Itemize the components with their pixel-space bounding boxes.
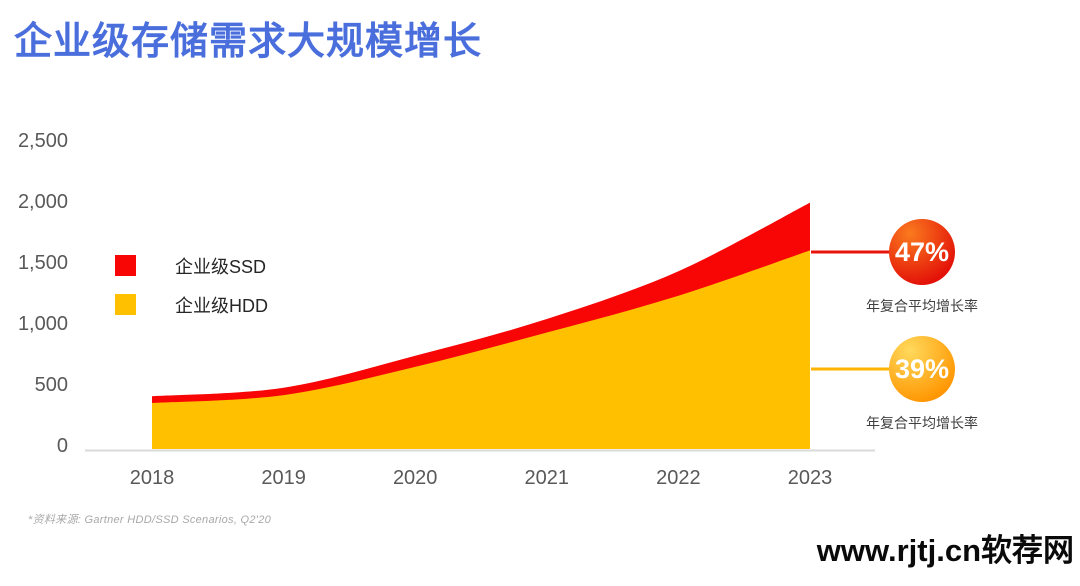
hdd-cagr-value: 39% <box>894 353 950 384</box>
watermark: www.rjtj.cn软荐网 <box>816 533 1074 568</box>
x-tick-label: 2022 <box>656 467 701 489</box>
legend-swatch-ssd <box>115 255 136 276</box>
y-tick-label: 2,000 <box>17 191 68 213</box>
hdd-cagr-label: 年复合平均增长率 <box>866 415 978 431</box>
hdd-cagr-badge: 39% <box>889 336 955 402</box>
source-note: *资料来源: Gartner HDD/SSD Scenarios, Q2'20 <box>28 514 272 526</box>
x-tick-label: 2023 <box>787 467 833 489</box>
ssd-cagr-value: 47% <box>894 236 950 267</box>
page-title: 企业级存储需求大规模增长 <box>14 21 483 63</box>
hdd-area <box>152 250 810 449</box>
y-tick-label: 2,500 <box>17 130 68 152</box>
legend-label-ssd: 企业级SSD <box>175 256 267 277</box>
legend-label-hdd: 企业级HDD <box>175 295 268 316</box>
legend: 企业级SSD 企业级HDD <box>115 255 268 333</box>
y-tick-label: 500 <box>34 374 68 396</box>
x-tick-label: 2019 <box>261 467 306 489</box>
x-tick-label: 2021 <box>524 467 570 489</box>
legend-item-ssd: 企业级SSD <box>115 255 268 277</box>
y-tick-label: 0 <box>56 435 68 457</box>
legend-swatch-hdd <box>115 294 136 315</box>
x-tick-label: 2020 <box>392 467 438 489</box>
x-tick-label: 2018 <box>129 467 175 489</box>
legend-item-hdd: 企业级HDD <box>115 294 268 316</box>
ssd-cagr-label: 年复合平均增长率 <box>866 298 978 314</box>
y-tick-label: 1,500 <box>17 252 68 274</box>
ssd-cagr-badge: 47% <box>889 219 955 285</box>
y-tick-label: 1,000 <box>17 313 68 335</box>
